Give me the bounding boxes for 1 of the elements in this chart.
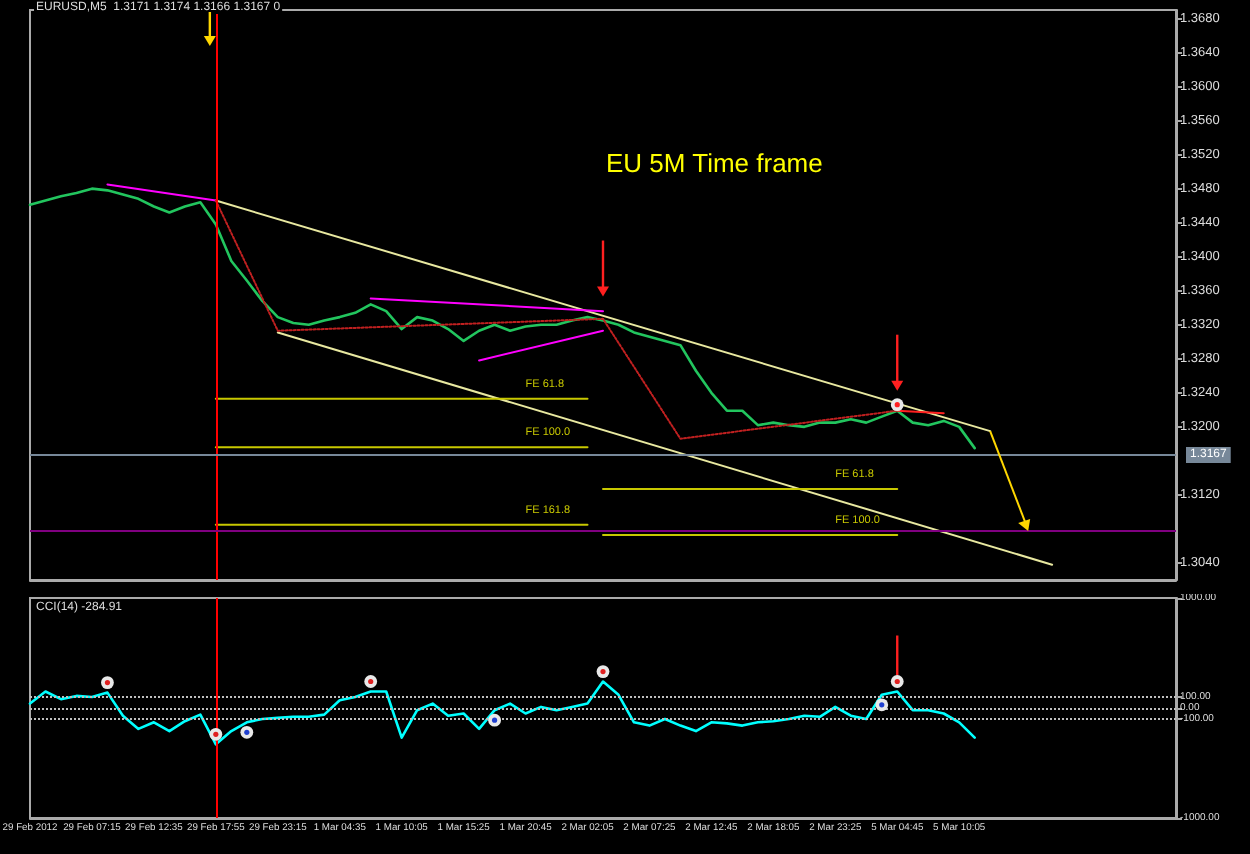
annotation: EU 5M Time frame bbox=[606, 148, 823, 178]
